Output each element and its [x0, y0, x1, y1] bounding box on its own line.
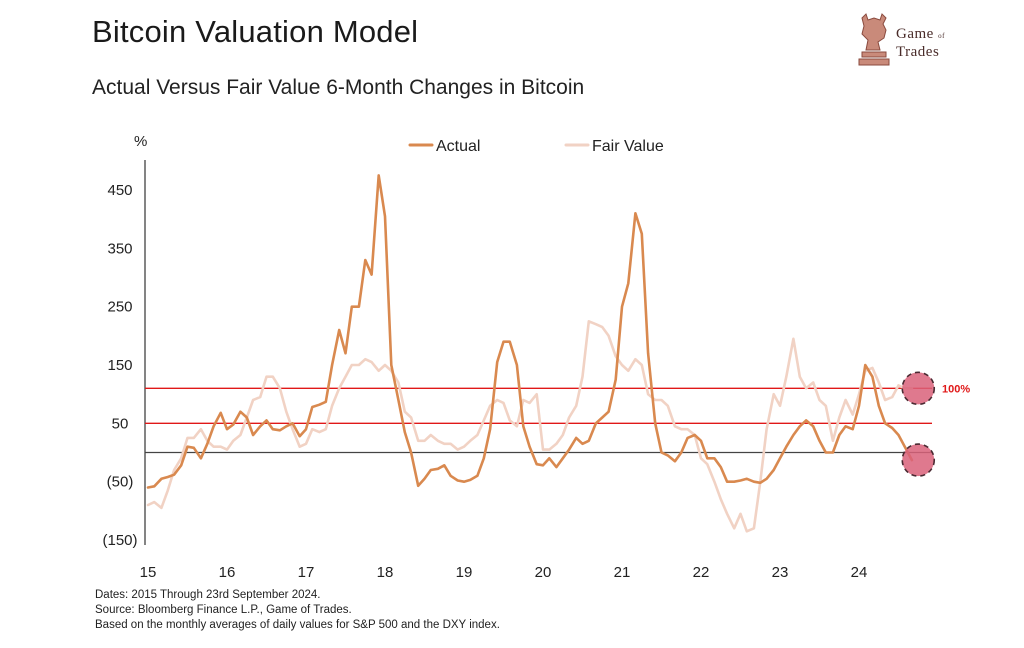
- x-tick-label: 19: [456, 564, 473, 581]
- footnote: Dates: 2015 Through 23rd September 2024.…: [95, 588, 500, 633]
- bull-knight-icon: [858, 13, 890, 66]
- x-tick-label: 22: [693, 564, 710, 581]
- chart-subtitle: Actual Versus Fair Value 6-Month Changes…: [92, 76, 585, 99]
- logo-line2: Trades: [896, 44, 940, 60]
- x-tick-label: 16: [219, 564, 236, 581]
- logo-line1: Game: [896, 26, 934, 42]
- highlight-group: [901, 371, 936, 477]
- highlight-circle: [901, 443, 936, 477]
- series-group: [146, 174, 914, 533]
- game-of-trades-logo: Game of Trades: [856, 12, 966, 72]
- y-axis-label: %: [134, 133, 147, 150]
- footnote-method: Based on the monthly averages of daily v…: [95, 619, 500, 631]
- highlight-circle: [901, 371, 936, 406]
- y-tick-label: 150: [107, 357, 132, 374]
- x-tick-label: 24: [851, 564, 868, 581]
- x-tick-label: 20: [535, 564, 552, 581]
- x-tick-label: 15: [140, 564, 157, 581]
- chart-title: Bitcoin Valuation Model: [92, 14, 419, 49]
- y-tick-label: 50: [112, 415, 129, 432]
- footnote-dates: Dates: 2015 Through 23rd September 2024.: [95, 589, 321, 601]
- axes-group: % 450 350 250 150 50 (50) (150)15 16 17 18 19 20 21 22…: [102, 133, 867, 581]
- footnote-source: Source: Bloomberg Finance L.P., Game of …: [95, 604, 352, 616]
- logo-wordmark: Game of Trades: [896, 26, 945, 60]
- legend-label: Actual: [436, 138, 480, 155]
- x-tick-label: 21: [614, 564, 631, 581]
- legend: Actual Fair Value: [408, 138, 664, 155]
- series-fair-value-line: [146, 319, 914, 533]
- legend-label: Fair Value: [592, 138, 664, 155]
- x-tick-label: 17: [298, 564, 315, 581]
- x-tick-label: 23: [772, 564, 789, 581]
- y-tick-label: 350: [107, 240, 132, 257]
- y-tick-label: (50): [107, 474, 134, 491]
- y-tick-label: 250: [107, 299, 132, 316]
- x-tick-label: 18: [377, 564, 394, 581]
- logo-of: of: [938, 32, 945, 40]
- y-tick-label: (150): [102, 532, 137, 549]
- series-actual-line: [146, 174, 914, 489]
- y-tick-label: 450: [107, 182, 132, 199]
- reference-lines-group: 100%: [145, 383, 970, 454]
- reference-line-label: 100%: [942, 383, 970, 395]
